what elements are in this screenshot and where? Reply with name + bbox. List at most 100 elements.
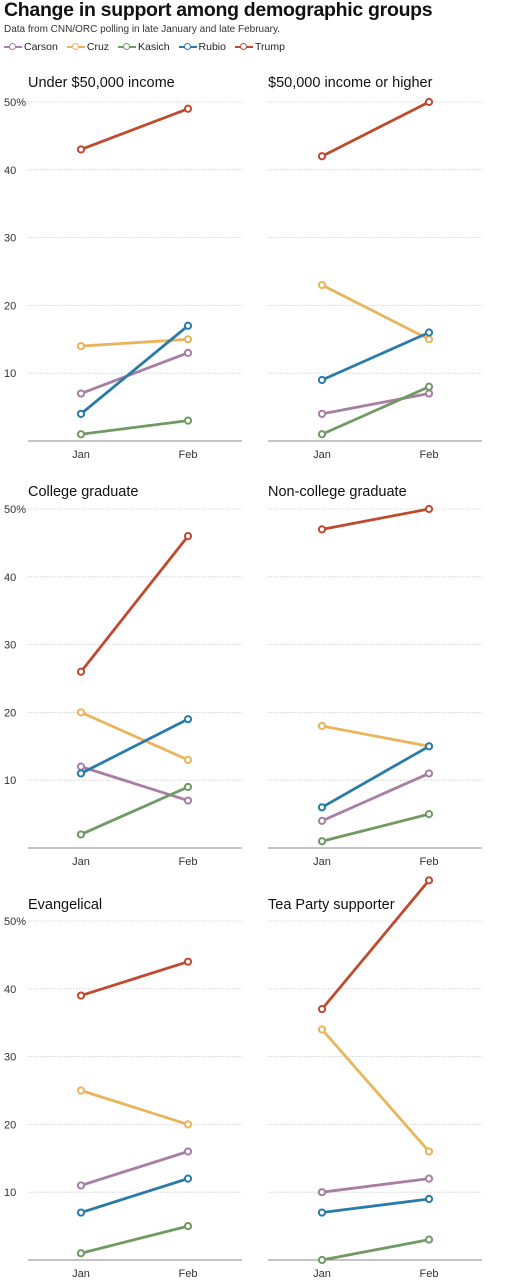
series-line-cruz [320, 1028, 431, 1153]
series-line-cruz [320, 283, 431, 341]
chart-title: Change in support among demographic grou… [4, 0, 433, 21]
data-point-cruz [317, 1025, 327, 1034]
chart-panel: Jan Feb Non-college graduate [268, 484, 482, 868]
data-point-cruz [317, 280, 327, 290]
legend-item-rubio: Rubio [178, 41, 226, 53]
data-point-carson [424, 389, 434, 398]
data-point-kasich [317, 837, 327, 846]
data-point-kasich [76, 830, 86, 839]
data-point-trump [76, 667, 86, 676]
series-line-carson [79, 351, 190, 395]
series-line-trump [79, 107, 190, 151]
series-line-trump [79, 960, 190, 997]
legend-item-cruz: Cruz [66, 41, 110, 53]
data-point-trump [183, 104, 193, 113]
x-tick-label: Jan [313, 449, 331, 461]
data-point-rubio [183, 715, 193, 724]
data-point-carson [183, 1147, 193, 1156]
data-point-kasich [183, 416, 193, 425]
data-point-cruz [424, 335, 434, 344]
data-point-carson [76, 1181, 86, 1190]
y-tick-label: 10 [4, 1187, 16, 1199]
series-line-trump [320, 100, 431, 158]
data-point-kasich [424, 810, 434, 819]
data-point-cruz [76, 708, 86, 717]
legend-swatch-trump [234, 42, 253, 52]
data-point-kasich [76, 430, 86, 439]
panel-title: Tea Party supporter [268, 897, 395, 913]
data-point-carson [183, 348, 193, 357]
chart-panel: 10 20 30 40 50% Jan Feb College graduate [4, 484, 242, 868]
data-point-cruz [183, 755, 193, 764]
data-point-trump [183, 532, 193, 541]
y-tick-label: 20 [4, 707, 16, 719]
data-point-kasich [424, 1235, 434, 1244]
data-point-cruz [317, 721, 327, 731]
panel-title: $50,000 income or higher [268, 75, 433, 91]
x-tick-label: Jan [72, 449, 90, 461]
legend-label-cruz: Cruz [86, 41, 110, 53]
data-point-rubio [424, 1194, 434, 1204]
data-point-trump [317, 1005, 327, 1014]
data-point-rubio [183, 1174, 193, 1183]
data-point-cruz [76, 1086, 86, 1095]
data-point-carson [317, 1188, 327, 1197]
legend-item-trump: Trump [234, 41, 285, 53]
series-line-carson [320, 772, 431, 823]
chart-subtitle: Data from CNN/ORC polling in late Januar… [4, 24, 281, 35]
data-point-rubio [76, 409, 86, 418]
chart-panel: 10 20 30 40 50% Jan Feb Evangelical [4, 897, 242, 1280]
data-point-cruz [76, 341, 86, 351]
y-tick-label: 10 [4, 368, 16, 380]
data-point-rubio [317, 1208, 327, 1217]
data-point-rubio [76, 769, 86, 778]
y-tick-label: 40 [4, 984, 16, 996]
data-point-trump [424, 97, 434, 107]
series-line-carson [79, 1150, 190, 1187]
data-point-carson [317, 816, 327, 825]
y-tick-label: 50% [4, 504, 26, 516]
series-line-trump [320, 507, 431, 531]
x-tick-label: Feb [420, 856, 439, 868]
data-point-carson [76, 762, 86, 771]
data-point-kasich [183, 1222, 193, 1231]
legend-swatch-carson [4, 42, 22, 52]
series-line-kasich [320, 385, 431, 436]
x-tick-label: Feb [179, 856, 198, 868]
legend-swatch-kasich [118, 42, 137, 52]
legend-item-kasich: Kasich [118, 41, 170, 53]
data-point-carson [76, 389, 86, 398]
data-point-trump [424, 504, 434, 514]
data-point-rubio [424, 328, 434, 337]
data-point-carson [317, 409, 327, 418]
series-line-kasich [320, 1238, 431, 1262]
data-point-kasich [424, 382, 434, 391]
x-tick-label: Jan [72, 856, 90, 868]
series-line-rubio [79, 1177, 190, 1214]
data-point-trump [76, 991, 86, 1000]
data-point-carson [183, 796, 193, 805]
y-tick-label: 20 [4, 1119, 16, 1131]
y-tick-label: 30 [4, 640, 16, 652]
series-line-rubio [320, 1197, 431, 1214]
data-point-rubio [317, 375, 327, 385]
data-point-carson [424, 769, 434, 778]
series-line-trump [79, 534, 190, 674]
legend-label-rubio: Rubio [198, 41, 226, 53]
legend-item-carson: Carson [4, 41, 58, 53]
series-line-rubio [79, 324, 190, 416]
y-tick-label: 40 [4, 572, 16, 584]
data-point-carson [424, 1174, 434, 1183]
panel-title: Non-college graduate [268, 484, 407, 500]
data-point-rubio [424, 742, 434, 751]
legend-label-carson: Carson [24, 41, 58, 53]
series-line-cruz [79, 1089, 190, 1126]
y-tick-label: 50% [4, 97, 26, 109]
data-point-rubio [183, 321, 193, 330]
series-line-kasich [79, 785, 190, 836]
data-point-kasich [317, 1255, 327, 1265]
series-line-cruz [79, 711, 190, 762]
x-tick-label: Jan [72, 1268, 90, 1280]
legend-swatch-rubio [178, 42, 197, 52]
